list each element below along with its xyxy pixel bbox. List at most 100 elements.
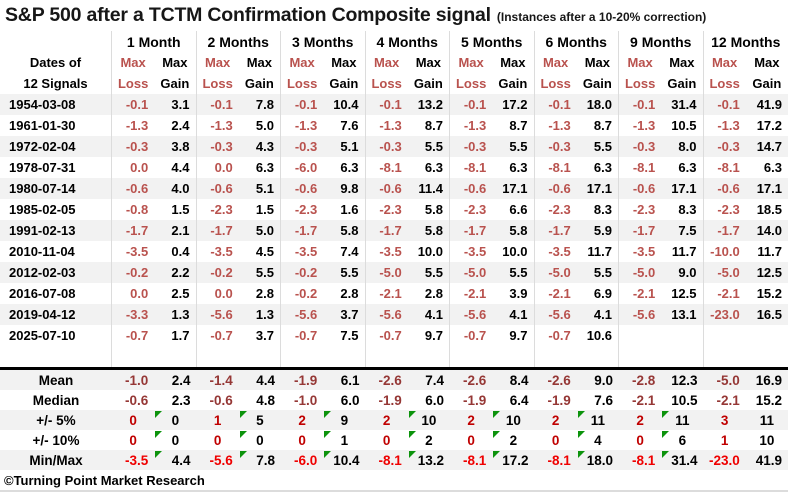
loss-cell: -2.1 xyxy=(704,390,746,410)
loss-header-cell: Loss xyxy=(202,76,233,91)
gain-cell: 3.7 xyxy=(239,325,281,346)
table-row: 1985-02-05 -0.8 1.5 -2.3 1.5 -2.3 1.6 -2.3 5.8 -2… xyxy=(0,199,788,220)
cell-value: 0 xyxy=(467,432,475,448)
loss-cell: -0.1 xyxy=(379,97,402,112)
loss-cell: -5.6 xyxy=(632,307,656,322)
gain-cell: 5.5 xyxy=(239,262,281,283)
loss-cell: -0.3 xyxy=(125,139,149,154)
loss-cell: -2.3 xyxy=(632,202,656,217)
summary-label: Min/Max xyxy=(29,452,83,468)
green-triangle-icon xyxy=(493,431,501,438)
group-header: 3 Months xyxy=(281,31,366,52)
page-title-row: S&P 500 after a TCTM Confirmation Compos… xyxy=(0,0,788,31)
loss-cell: -0.6 xyxy=(548,181,571,196)
summary-divider-line xyxy=(0,367,788,370)
cell-value: 2 xyxy=(382,412,391,428)
cell-value: -5.0 xyxy=(716,372,740,388)
gain-cell: 17.2 xyxy=(492,450,534,470)
gain-cell: 11 xyxy=(577,410,619,430)
loss-cell: -5.6 xyxy=(210,307,233,322)
spacer-cell xyxy=(619,346,661,367)
loss-cell: -2.3 xyxy=(210,202,233,217)
gain-cell: 2.2 xyxy=(154,262,197,283)
loss-header-cell: Max xyxy=(120,55,146,70)
green-triangle-icon xyxy=(662,451,670,458)
loss-cell: -0.3 xyxy=(717,139,740,154)
gain-header-cell: Gain xyxy=(492,73,535,94)
loss-cell: -1.3 xyxy=(463,118,487,133)
loss-header-cell: Loss xyxy=(286,76,318,91)
loss-cell: -8.1 xyxy=(535,450,577,470)
spacer-cell xyxy=(408,346,450,367)
gain-cell: 4.1 xyxy=(492,304,535,325)
cell-value: -8.1 xyxy=(547,452,571,468)
spacer-cell xyxy=(577,346,619,367)
signal-table: 1 Month 2 Months 3 Months 4 Months 5 Months 6… xyxy=(0,31,788,470)
loss-cell: -0.6 xyxy=(717,181,740,196)
gain-cell: 6.0 xyxy=(323,390,365,410)
loss-cell: -0.3 xyxy=(294,139,318,154)
loss-cell xyxy=(619,325,661,346)
cell-value: -3.5 xyxy=(124,452,149,468)
green-triangle-icon xyxy=(155,431,163,438)
loss-cell: -5.6 xyxy=(463,307,487,322)
cell-value: 2 xyxy=(551,412,560,428)
summary-label: Median xyxy=(32,392,80,408)
gain-cell: 41.9 xyxy=(746,450,788,470)
cell-value: 0 xyxy=(171,432,180,448)
gain-cell: 9.7 xyxy=(408,325,450,346)
loss-cell: -1.9 xyxy=(450,390,492,410)
loss-cell: -0.2 xyxy=(210,265,233,280)
gain-cell: 7.5 xyxy=(323,325,366,346)
loss-header-cell: Max xyxy=(289,55,315,70)
gain-cell: 3.8 xyxy=(154,136,197,157)
spacer-cell xyxy=(281,346,323,367)
loss-cell: -2.1 xyxy=(619,390,661,410)
table-row: 2010-11-04 -3.5 0.4 -3.5 4.5 -3.5 7.4 -3.5 10.0-… xyxy=(0,241,788,262)
loss-cell: -3.5 xyxy=(112,450,154,470)
loss-cell: -0.1 xyxy=(463,97,487,112)
gain-cell: 4.4 xyxy=(239,370,281,390)
spacer-cell xyxy=(704,346,746,367)
date-cell: 1972-02-04 xyxy=(0,136,112,157)
loss-cell: -1.3 xyxy=(294,118,318,133)
date-cell: 1985-02-05 xyxy=(0,199,112,220)
cell-value: 2.4 xyxy=(171,372,191,388)
loss-cell: -0.3 xyxy=(379,139,402,154)
loss-cell: -1.7 xyxy=(632,223,656,238)
cell-value: 1 xyxy=(340,432,349,448)
cell-value: 11 xyxy=(590,412,606,428)
gain-header-cell: Max xyxy=(408,52,450,73)
loss-header-cell: Loss xyxy=(455,76,487,91)
gain-header-cell: Gain xyxy=(239,73,281,94)
gain-cell: 18.0 xyxy=(577,450,619,470)
gain-cell: 15.2 xyxy=(746,390,788,410)
loss-cell: 1 xyxy=(197,410,239,430)
date-cell: 2025-07-10 xyxy=(0,325,112,346)
page-subtitle: (Instances after a 10-20% correction) xyxy=(496,10,707,24)
cell-value: -2.6 xyxy=(462,372,487,388)
gain-cell: 7.8 xyxy=(239,94,281,115)
loss-cell: 2 xyxy=(535,410,577,430)
gain-cell: 5.8 xyxy=(323,220,366,241)
gain-cell: 9.0 xyxy=(661,262,704,283)
green-triangle-icon xyxy=(239,411,247,418)
loss-cell: -0.3 xyxy=(463,139,487,154)
table-row: 1961-01-30 -1.3 2.4 -1.3 5.0 -1.3 7.6 -1.3 8.7 -1… xyxy=(0,115,788,136)
table-row: 1980-07-14 -0.6 4.0 -0.6 5.1 -0.6 9.8 -0.6 11.4-… xyxy=(0,178,788,199)
gain-header-cell: Gain xyxy=(154,73,197,94)
gain-header-cell: Max xyxy=(323,52,366,73)
cell-value: 17.2 xyxy=(502,452,529,468)
table-row: 1991-02-13 -1.7 2.1 -1.7 5.0 -1.7 5.8 -1.7 5.8 -1… xyxy=(0,220,788,241)
cell-value: 11 xyxy=(759,412,775,428)
loss-cell: -0.3 xyxy=(632,139,656,154)
cell-value: 6.4 xyxy=(509,392,529,408)
loss-cell: -2.3 xyxy=(717,202,740,217)
row-header-label: Dates of xyxy=(0,52,112,73)
gain-cell: 4.1 xyxy=(577,304,619,325)
cell-value: 2 xyxy=(298,412,306,428)
cell-value: -1.9 xyxy=(547,392,571,408)
gain-cell: 8.7 xyxy=(492,115,535,136)
gain-cell: 3.1 xyxy=(154,94,197,115)
loss-cell: -5.0 xyxy=(463,265,487,280)
